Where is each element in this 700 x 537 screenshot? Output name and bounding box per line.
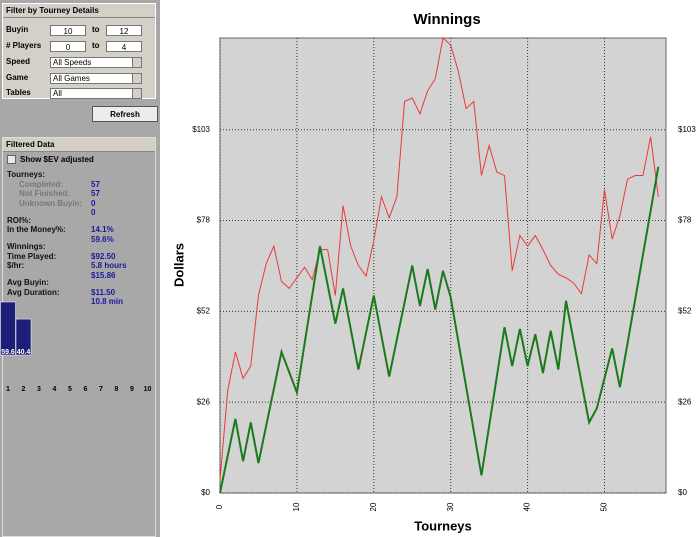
stats: Tourneys: 57 Completed: 57 Not Finished: 0 Unk… <box>7 170 157 307</box>
stat-label: In the Money%: <box>7 225 66 234</box>
x-tick-label: 30 <box>446 502 455 511</box>
stat-row: $/hr: $15.86 <box>7 261 157 280</box>
stat-row: Unknown Buyin: 0 <box>7 198 157 218</box>
stat-label: ROI%: <box>7 215 31 225</box>
field-label: Game <box>6 72 29 82</box>
stat-value: $15.86 <box>91 270 116 280</box>
stat-row: Avg Duration: 10.8 min <box>7 287 157 307</box>
x-tick-label: 40 <box>523 502 532 511</box>
y-tick-label: $78 <box>197 216 211 225</box>
field-label: Speed <box>6 57 31 66</box>
stat-value: 14.1% <box>91 225 114 234</box>
x-tick-label: 10 <box>292 502 301 511</box>
x-tick-label: 3 <box>37 386 41 393</box>
y-tick-label: $26 <box>678 397 692 406</box>
panel-title: Filtered Data <box>3 138 155 152</box>
stat-value: $92.50 <box>91 251 116 261</box>
stat-row: ROI%: 14.1% <box>7 215 157 235</box>
y-tick-label: $103 <box>192 125 210 134</box>
stat-row: In the Money%: 59.6% <box>7 225 157 244</box>
x-tick-label: 1 <box>6 386 10 393</box>
stat-value: 0 <box>91 198 96 208</box>
stat-label: Completed: <box>19 179 63 189</box>
dropdown[interactable]: All Speeds <box>50 57 142 68</box>
dropdown[interactable]: All Games <box>50 72 142 84</box>
checkbox[interactable] <box>7 155 16 165</box>
stat-row: Time Played: 5.8 hours <box>7 251 157 271</box>
panel-title: Filter by Tourney Details <box>3 4 155 18</box>
stat-row: Avg Buyin: $11.50 <box>7 278 157 297</box>
chart-title: Winnings <box>413 11 480 28</box>
x-axis-label: Tourneys <box>414 518 472 533</box>
series-line <box>219 166 660 494</box>
x-tick-label: 50 <box>600 502 609 511</box>
x-tick-label: 20 <box>369 502 378 511</box>
text-input[interactable]: 12 <box>106 25 142 36</box>
chart: Winnings Tourneys Dollars $0 $0 $26 $26 $52 $… <box>160 0 700 537</box>
checkbox-label: Show $EV adjusted <box>20 155 94 164</box>
stat-label: $/hr: <box>7 261 25 270</box>
x-tick-label: 10 <box>144 386 152 393</box>
stat-group: ROI%: 14.1% In the Money%: 59.6% <box>7 215 157 244</box>
series-line <box>219 37 659 480</box>
stat-row: Tourneys: 57 <box>7 170 157 189</box>
filter-panel: Filter by Tourney Details Buyin 10 to 12 # P… <box>2 3 156 99</box>
field-label: # Players <box>6 41 42 50</box>
bar <box>0 301 16 356</box>
text-input[interactable]: 0 <box>50 41 86 52</box>
plot-area <box>219 37 667 494</box>
x-tick-label: 7 <box>99 386 103 393</box>
stat-value: 5.8 hours <box>91 261 127 270</box>
y-tick-label: $26 <box>197 397 211 406</box>
stat-label: Avg Buyin: <box>7 278 49 287</box>
dropdown[interactable]: All <box>50 88 142 99</box>
stat-value: 57 <box>91 179 100 189</box>
stat-value: 59.6% <box>91 234 114 244</box>
x-tick-label: 4 <box>53 386 57 393</box>
stat-label: Tourneys: <box>7 170 46 179</box>
bar-label: 59.6 <box>1 349 15 356</box>
y-tick-label: $103 <box>678 125 696 134</box>
stat-group: Winnings: $92.50 Time Played: 5.8 hours $/hr… <box>7 242 157 280</box>
y-tick-label: $0 <box>201 488 210 497</box>
refresh-button[interactable]: Refresh <box>92 106 158 122</box>
y-axis-label: Dollars <box>171 243 186 287</box>
x-tick-label: 9 <box>130 386 134 393</box>
x-tick-label: 8 <box>115 386 119 393</box>
y-tick-label: $52 <box>197 306 211 315</box>
text-input[interactable]: 4 <box>106 41 142 52</box>
stat-row: Winnings: $92.50 <box>7 242 157 261</box>
mini-chart: 1 59.6 2 40.4 3 4 5 6 7 8 9 10 <box>0 301 152 393</box>
field-label: Tables <box>6 88 31 97</box>
stat-label: Not Finished: <box>19 189 71 198</box>
stat-value: 0 <box>91 208 96 217</box>
stat-label: Winnings: <box>7 242 46 251</box>
stat-row: Not Finished: 0 <box>7 189 157 208</box>
bar <box>15 318 32 356</box>
stat-group: Avg Buyin: $11.50 Avg Duration: 10.8 min <box>7 278 157 307</box>
separator: to <box>92 25 100 34</box>
stat-group: Tourneys: 57 Completed: 57 Not Finished: 0 Unk… <box>7 170 157 218</box>
field-label: Buyin <box>6 25 29 34</box>
x-tick-label: 2 <box>22 386 26 393</box>
bar-label: 40.4 <box>17 349 31 356</box>
stat-value: 10.8 min <box>91 297 124 306</box>
stat-label: Avg Duration: <box>7 287 60 297</box>
filtered-panel: Filtered Data Show $EV adjusted Tourneys… <box>2 137 156 537</box>
y-tick-label: $52 <box>678 306 692 315</box>
stat-label: Time Played: <box>7 251 57 261</box>
checkbox-row[interactable]: Show $EV adjusted <box>7 155 94 165</box>
x-tick-label: 5 <box>68 386 72 393</box>
y-tick-label: $78 <box>678 216 692 225</box>
stat-label: Unknown Buyin: <box>19 198 83 208</box>
y-tick-label: $0 <box>678 488 687 497</box>
text-input[interactable]: 10 <box>50 25 86 36</box>
stat-value: 57 <box>91 189 100 198</box>
separator: to <box>92 41 100 50</box>
stat-row: Completed: 57 <box>7 179 157 199</box>
x-tick-label: 6 <box>84 386 88 393</box>
x-tick-label: 0 <box>215 504 224 509</box>
stat-value: $11.50 <box>91 287 116 297</box>
